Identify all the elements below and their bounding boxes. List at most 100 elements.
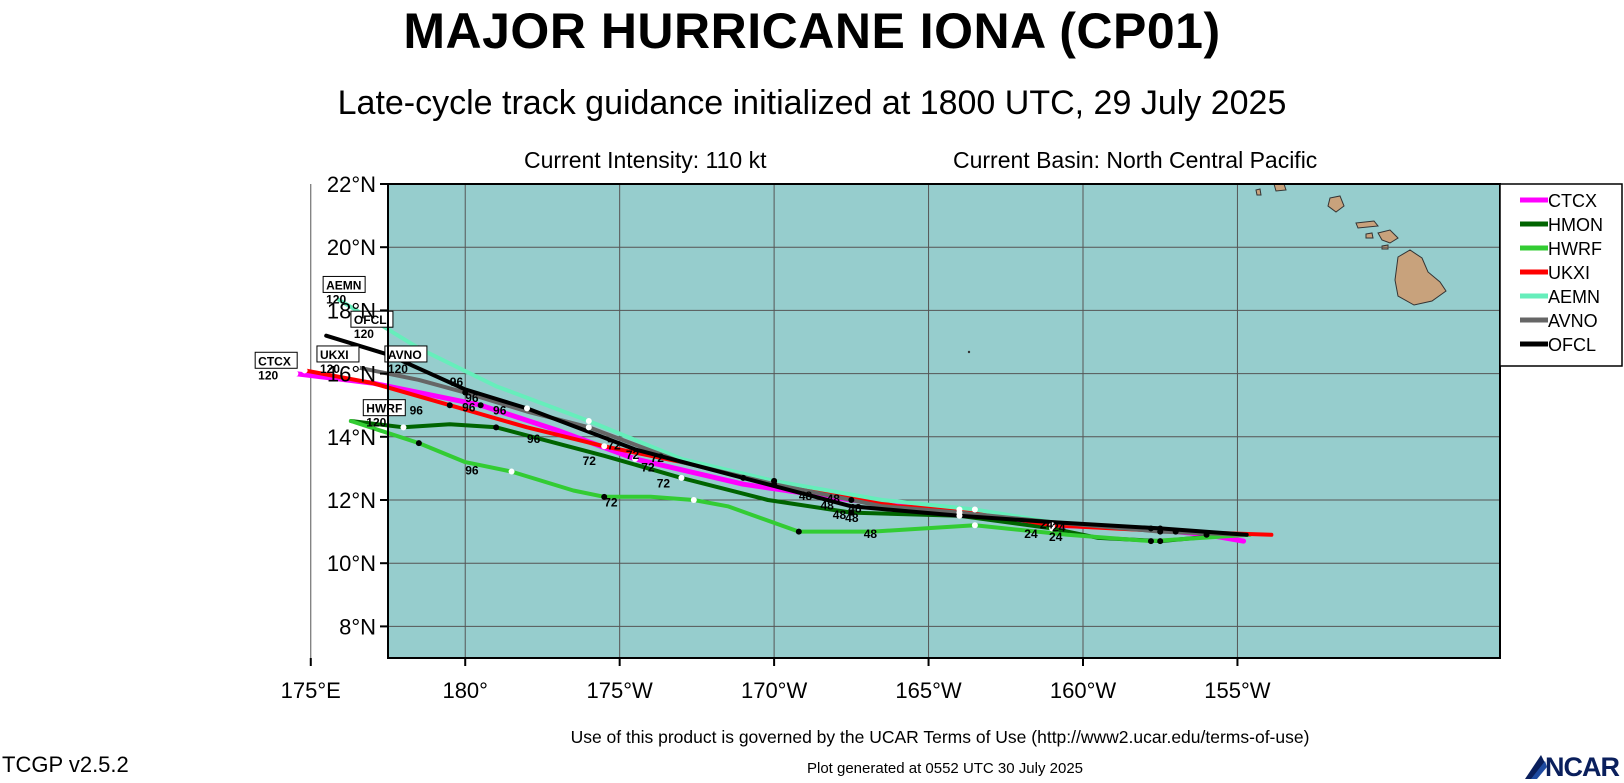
track-marker <box>585 424 592 431</box>
track-marker <box>354 364 361 371</box>
track-marker <box>601 443 608 450</box>
track-marker <box>1172 528 1179 535</box>
lat-tick-label: 22°N <box>327 172 376 197</box>
track-marker <box>400 424 407 431</box>
model-end-labels: CTCX120HWRF120UKXI120AEMN120AVNO120OFCL1… <box>254 275 428 430</box>
island-kauai <box>1273 183 1287 192</box>
lat-tick-label: 10°N <box>327 551 376 576</box>
forecast-hour-label: 96 <box>493 404 507 418</box>
track-marker <box>1147 525 1154 532</box>
track-marker <box>508 468 515 475</box>
track-marker <box>971 506 978 513</box>
current-basin: Current Basin: North Central Pacific <box>953 147 1318 173</box>
generated-timestamp: Plot generated at 0552 UTC 30 July 2025 <box>806 760 1083 777</box>
end-hour-label: 120 <box>258 368 278 382</box>
legend-item-ofcl: OFCL <box>1548 335 1596 355</box>
track-marker <box>585 418 592 424</box>
track-marker <box>1157 525 1164 532</box>
chart-title: MAJOR HURRICANE IONA (CP01) <box>403 3 1221 59</box>
model-label-ofcl: OFCL <box>354 313 387 327</box>
ncar-logo-icon <box>1525 755 1547 779</box>
track-marker <box>1157 538 1164 545</box>
forecast-hour-label: 48 <box>799 489 813 503</box>
forecast-hour-label: 24 <box>1052 521 1066 535</box>
model-label-aemn: AEMN <box>326 278 361 292</box>
forecast-hour-label: 48 <box>848 502 862 516</box>
legend: CTCX HMON HWRF UKXI AEMN AVNO OFCL <box>1499 183 1623 367</box>
hawaiian-islands <box>967 183 1447 354</box>
forecast-hour-label: 96 <box>465 391 479 405</box>
island-molokai <box>1355 220 1379 229</box>
terms-of-use[interactable]: Use of this product is governed by the U… <box>570 727 1310 747</box>
track-marker <box>292 370 299 377</box>
lat-tick-label: 18°N <box>327 298 376 323</box>
track-marker <box>740 474 747 481</box>
model-label-box <box>350 310 394 328</box>
track-marker <box>332 294 339 301</box>
track-marker <box>632 455 639 462</box>
forecast-hour-label: 96 <box>450 375 464 389</box>
island-oahu <box>1327 195 1345 213</box>
ocean-background <box>388 184 1500 658</box>
end-hour-label: 120 <box>320 362 340 376</box>
model-label-ukxi: UKXI <box>320 348 349 362</box>
forecast-hour-label: 72 <box>604 495 618 509</box>
legend-item-hwrf: HWRF <box>1548 239 1602 259</box>
track-marker <box>446 402 453 409</box>
model-label-avno: AVNO <box>388 348 422 362</box>
legend-item-ukxi: UKXI <box>1548 263 1590 283</box>
forecast-hour-label: 72 <box>607 438 621 452</box>
track-marker <box>956 512 963 519</box>
lat-tick-label: 8°N <box>339 614 376 639</box>
model-label-box <box>316 345 360 363</box>
track-markers <box>292 294 1210 545</box>
track-marker <box>1147 538 1154 545</box>
model-label-box <box>322 275 366 293</box>
lon-tick-label: 155°W <box>1204 678 1271 703</box>
chart-subtitle: Late-cycle track guidance initialized at… <box>337 84 1287 122</box>
forecast-hour-label: 24 <box>1024 527 1038 541</box>
track-marker <box>524 405 530 412</box>
end-hour-label: 120 <box>388 362 408 376</box>
forecast-hour-label: 24 <box>1049 530 1063 544</box>
model-label-hwrf: HWRF <box>366 402 402 416</box>
island-maui <box>1377 229 1399 244</box>
track-marker <box>462 389 469 396</box>
current-intensity: Current Intensity: 110 kt <box>524 147 767 173</box>
forecast-hour-label: 48 <box>864 527 878 541</box>
forecast-hour-label: 72 <box>651 451 665 465</box>
end-hour-label: 120 <box>366 416 386 430</box>
lon-tick-label: 170°W <box>741 678 808 703</box>
track-marker <box>971 522 978 529</box>
island-lanai <box>1365 232 1374 239</box>
legend-item-aemn: AEMN <box>1548 287 1600 307</box>
forecast-hour-label: 96 <box>465 464 479 478</box>
lat-tick-label: 12°N <box>327 488 376 513</box>
lat-tick-label: 20°N <box>327 235 376 260</box>
track-marker <box>771 481 778 488</box>
end-hour-label: 120 <box>326 292 346 306</box>
model-label-box <box>384 345 428 363</box>
legend-box <box>1499 183 1623 367</box>
axis-ticks: 22°N 20°N 18°N 16°N 14°N 12°N 10°N 8°N 175°E 180°… <box>281 172 1271 703</box>
lon-tick-label: 175°E <box>281 678 341 703</box>
legend-item-avno: AVNO <box>1548 311 1598 331</box>
forecast-hour-label: 96 <box>410 404 424 418</box>
lon-tick-label: 175°W <box>587 678 654 703</box>
island-big-island <box>1394 249 1447 306</box>
legend-item-ctcx: CTCX <box>1548 191 1597 211</box>
model-label-box <box>254 351 298 369</box>
legend-item-hmon: HMON <box>1548 215 1603 235</box>
track-marker <box>678 474 685 481</box>
lon-tick-label: 160°W <box>1050 678 1117 703</box>
track-marker <box>601 493 608 500</box>
forecast-hour-label: 96 <box>527 432 541 446</box>
islet <box>967 350 971 354</box>
forecast-hour-label: 48 <box>820 498 834 512</box>
track-marker <box>301 367 308 374</box>
model-label-ctcx: CTCX <box>258 354 291 368</box>
lat-tick-label: 14°N <box>327 425 376 450</box>
track-marker <box>493 424 500 431</box>
track-marker <box>1203 531 1210 538</box>
